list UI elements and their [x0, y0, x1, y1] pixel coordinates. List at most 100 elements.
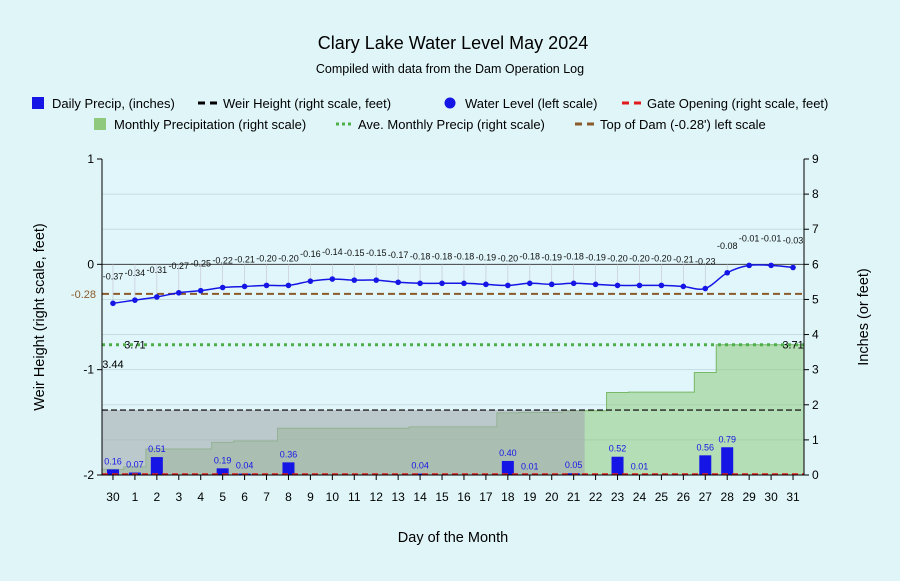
x-tick-label: 28 — [721, 490, 735, 504]
legend-swatch — [32, 97, 44, 109]
water-level-point — [308, 278, 314, 284]
x-axis-label: Day of the Month — [398, 530, 508, 546]
y-axis-label-left: Weir Height (right scale, feet) — [32, 223, 48, 411]
top-of-dam-label: -0.28 — [71, 289, 96, 301]
water-level-point — [373, 277, 379, 283]
y-right-tick-label: 5 — [812, 292, 819, 306]
legend-item: Monthly Precipitation (right scale) — [94, 117, 306, 132]
x-tick-label: 24 — [633, 490, 647, 504]
y-right-tick-label: 9 — [812, 152, 819, 166]
x-tick-label: 10 — [326, 490, 340, 504]
annotation-label: 3.44 — [102, 359, 123, 371]
water-level-point — [395, 279, 401, 285]
water-level-point — [439, 280, 445, 286]
water-level-label: -0.20 — [278, 253, 299, 263]
water-level-label: -0.22 — [212, 256, 233, 266]
x-tick-label: 8 — [285, 490, 292, 504]
water-level-point — [176, 290, 182, 296]
y-left-tick-label: 1 — [87, 152, 94, 166]
x-tick-label: 4 — [197, 490, 204, 504]
water-level-point — [571, 280, 577, 286]
daily-precip-label: 0.51 — [148, 444, 166, 454]
y-left-tick-label: -1 — [83, 363, 94, 377]
legend-label: Top of Dam (-0.28') left scale — [600, 117, 766, 132]
daily-precip-label: 0.05 — [565, 460, 583, 470]
x-tick-label: 20 — [545, 490, 559, 504]
chart-subtitle: Compiled with data from the Dam Operatio… — [316, 62, 584, 76]
water-level-point — [242, 284, 248, 290]
water-level-label: -0.21 — [673, 254, 694, 264]
x-tick-label: 30 — [764, 490, 778, 504]
x-tick-label: 12 — [370, 490, 384, 504]
water-level-point — [198, 288, 204, 294]
water-level-point — [702, 286, 708, 292]
daily-precip-bar — [721, 447, 733, 475]
x-tick-label: 9 — [307, 490, 314, 504]
x-tick-label: 22 — [589, 490, 603, 504]
y-left-tick-label: -2 — [83, 468, 94, 482]
legend-swatch — [445, 98, 456, 109]
x-tick-label: 2 — [154, 490, 161, 504]
water-level-label: -0.31 — [147, 265, 168, 275]
water-level-point — [637, 283, 643, 289]
x-tick-label: 25 — [655, 490, 669, 504]
water-level-point — [286, 283, 292, 289]
water-level-label: -0.19 — [585, 252, 606, 262]
x-tick-label: 31 — [786, 490, 800, 504]
daily-precip-bar — [151, 457, 163, 475]
water-level-point — [154, 294, 160, 300]
water-level-label: -0.18 — [454, 251, 475, 261]
water-level-label: -0.20 — [256, 253, 277, 263]
x-tick-label: 1 — [132, 490, 139, 504]
avg-precip-label-start: 3.71 — [124, 340, 145, 352]
y-right-tick-label: 4 — [812, 328, 819, 342]
water-level-point — [417, 280, 423, 286]
water-level-point — [505, 283, 511, 289]
legend-label: Water Level (left scale) — [465, 96, 597, 111]
y-right-tick-label: 0 — [812, 468, 819, 482]
legend-item: Ave. Monthly Precip (right scale) — [336, 117, 545, 132]
water-level-point — [659, 283, 665, 289]
daily-precip-bar — [699, 455, 711, 475]
daily-precip-bar — [612, 457, 624, 475]
y-right-tick-label: 8 — [812, 187, 819, 201]
daily-precip-label: 0.79 — [718, 434, 736, 444]
y-right-tick-label: 3 — [812, 363, 819, 377]
legend: Daily Precip, (inches)Weir Height (right… — [32, 96, 828, 132]
water-level-label: -0.23 — [695, 257, 716, 267]
water-level-label: -0.34 — [125, 268, 146, 278]
water-level-point — [461, 280, 467, 286]
water-level-label: -0.18 — [563, 251, 584, 261]
x-tick-label: 17 — [479, 490, 493, 504]
water-level-label: -0.20 — [651, 253, 672, 263]
x-tick-label: 5 — [219, 490, 226, 504]
y-axis-label-right: Inches (or feet) — [856, 268, 872, 366]
x-tick-label: 13 — [391, 490, 405, 504]
water-level-point — [790, 265, 796, 271]
water-level-point — [549, 282, 555, 288]
y-right-tick-label: 6 — [812, 257, 819, 271]
water-level-point — [615, 283, 621, 289]
water-level-point — [220, 285, 226, 291]
legend-item: Top of Dam (-0.28') left scale — [575, 117, 766, 132]
water-level-label: -0.20 — [629, 253, 650, 263]
water-level-label: -0.15 — [344, 248, 365, 258]
y-right-tick-label: 2 — [812, 398, 819, 412]
water-level-label: -0.18 — [432, 251, 453, 261]
daily-precip-label: 0.19 — [214, 455, 232, 465]
water-level-point — [746, 263, 752, 269]
legend-label: Gate Opening (right scale, feet) — [647, 96, 828, 111]
daily-precip-label: 0.40 — [499, 448, 517, 458]
legend-item: Water Level (left scale) — [445, 96, 598, 111]
y-right-tick-label: 1 — [812, 433, 819, 447]
water-level-label: -0.01 — [761, 233, 782, 243]
water-level-label: -0.20 — [498, 253, 519, 263]
water-level-point — [132, 297, 138, 303]
water-level-point — [768, 263, 774, 269]
x-tick-label: 15 — [435, 490, 449, 504]
water-level-label: -0.18 — [520, 251, 541, 261]
x-tick-label: 7 — [263, 490, 270, 504]
